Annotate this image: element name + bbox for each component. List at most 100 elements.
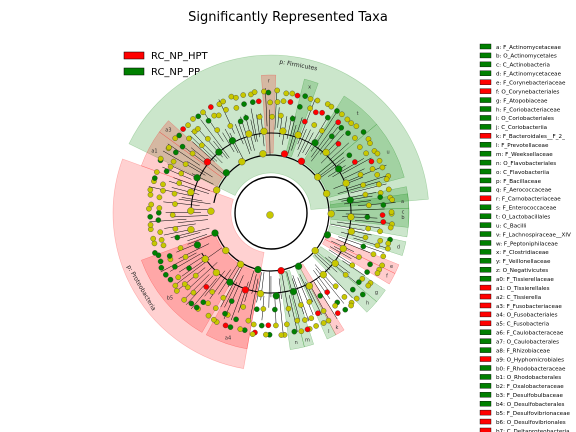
taxa-label-b7: b7: C_Deltaproteobacteria <box>496 429 570 432</box>
taxon-node <box>335 141 342 147</box>
taxa-swatch-p <box>479 177 492 184</box>
taxon-node <box>179 143 186 150</box>
taxon-node <box>380 202 387 208</box>
branch <box>249 278 259 322</box>
taxa-label-c: c: C_Actinobacteria <box>496 63 550 69</box>
taxa-label-j: j: C_Coriobacteriia <box>495 125 547 131</box>
taxon-node <box>189 150 196 157</box>
taxon-node <box>335 165 343 173</box>
branch <box>311 126 339 162</box>
branch <box>336 239 371 254</box>
taxon-node <box>346 152 353 159</box>
clade-label-x: x <box>308 84 311 90</box>
taxon-node <box>245 130 253 138</box>
taxa-swatch-a0 <box>479 275 492 282</box>
taxa-swatch-b5 <box>479 409 492 416</box>
branch <box>338 192 377 201</box>
branch <box>251 274 257 294</box>
branch <box>336 221 380 229</box>
taxon-node <box>172 226 179 232</box>
taxon-node <box>328 103 335 110</box>
taxon-node <box>209 289 216 295</box>
taxa-label-a6: a6: F_Caulobacteraceae <box>496 331 564 337</box>
taxon-node <box>166 253 173 259</box>
branch <box>328 256 351 274</box>
taxa-swatch-b3 <box>479 392 492 398</box>
taxa-swatch-r <box>479 195 492 202</box>
taxon-node <box>228 93 235 100</box>
taxon-node <box>156 205 163 211</box>
branch <box>330 223 365 231</box>
taxon-node <box>186 265 192 271</box>
taxon-node <box>212 269 220 277</box>
taxon-node <box>147 214 153 220</box>
taxa-swatch-a6 <box>479 329 492 335</box>
taxon-node <box>255 98 262 105</box>
taxa-swatch-b7 <box>479 427 492 432</box>
clade-label-a4: a4 <box>225 335 231 341</box>
taxon-node <box>233 316 239 323</box>
taxon-node <box>195 126 201 132</box>
taxa-swatch-h <box>479 106 492 112</box>
taxon-node <box>211 229 219 237</box>
taxa-swatch-a1 <box>479 284 492 291</box>
taxon-node <box>181 281 188 287</box>
taxon-node <box>205 312 212 319</box>
taxon-node <box>287 99 294 105</box>
taxa-swatch-e <box>479 79 492 85</box>
legend-swatch-rc-np-pp <box>123 67 145 76</box>
taxon-node <box>307 96 314 102</box>
branch <box>332 158 365 178</box>
taxon-node <box>352 135 358 141</box>
taxon-node <box>379 212 386 218</box>
taxon-node <box>249 331 256 337</box>
taxa-label-x: x: F_Clostridiaceae <box>496 250 549 256</box>
taxon-node <box>323 189 331 198</box>
branch <box>320 144 341 164</box>
taxa-swatch-b6 <box>479 418 492 425</box>
taxon-node <box>205 300 211 307</box>
taxa-swatch-c <box>479 61 492 68</box>
taxon-node <box>251 89 258 95</box>
branch <box>186 262 218 291</box>
taxa-swatch-t <box>479 213 492 219</box>
branch <box>292 278 305 315</box>
taxon-node <box>308 315 315 321</box>
taxon-node <box>187 207 195 215</box>
taxa-swatch-k <box>479 133 492 139</box>
taxon-node <box>295 262 303 270</box>
taxon-node <box>369 166 376 172</box>
taxa-swatch-o <box>479 168 492 175</box>
taxon-node <box>306 299 313 305</box>
taxon-node <box>176 180 182 186</box>
taxon-node <box>362 234 369 241</box>
taxon-node <box>228 137 236 145</box>
taxon-node <box>380 253 387 260</box>
branch <box>337 181 380 194</box>
taxa-label-h: h: F_Coriobacteriaceae <box>496 107 561 113</box>
taxon-node <box>186 135 192 142</box>
branch <box>190 278 217 310</box>
taxa-swatch-i <box>479 115 492 121</box>
taxon-node <box>302 317 308 323</box>
taxon-node <box>160 242 167 249</box>
taxa-label-v: v: F_Lachnospiraceae__XIV <box>496 232 571 238</box>
taxon-node <box>169 212 176 218</box>
taxon-node <box>360 182 366 188</box>
group-legend: RC_NP_HPT RC_NP_PP <box>123 51 208 78</box>
branch <box>292 275 310 322</box>
taxon-node <box>200 299 207 305</box>
taxon-node <box>360 129 367 135</box>
branch <box>164 223 196 229</box>
taxon-node <box>374 172 380 178</box>
taxon-node <box>376 157 383 164</box>
taxon-node <box>173 149 179 156</box>
taxon-node <box>170 158 177 165</box>
taxon-node <box>238 158 246 166</box>
branch <box>297 129 311 157</box>
clade-highlight-t <box>302 95 378 175</box>
taxon-node <box>314 173 322 181</box>
taxon-node <box>379 262 385 269</box>
taxon-node <box>353 295 360 302</box>
taxon-node <box>346 196 354 204</box>
